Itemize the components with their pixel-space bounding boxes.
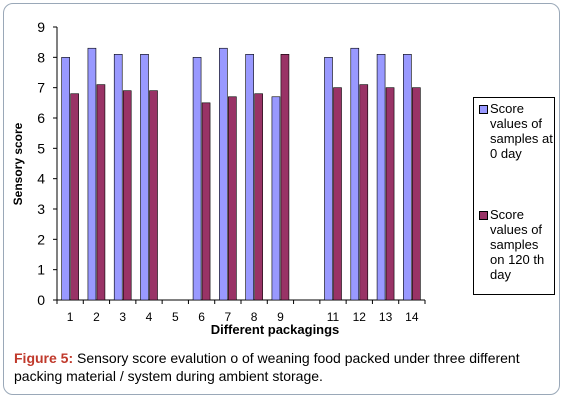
bar-series-1 [403, 53, 412, 301]
bar-series-2 [201, 102, 211, 301]
x-axis: 1 2 3 4 5 6 7 8 9 11 12 13 14 [56, 299, 426, 324]
legend-swatch-series-1 [479, 105, 488, 114]
x-tick-label: 14 [405, 310, 419, 324]
legend: Score values of samples at 0 day Score v… [473, 97, 555, 295]
x-tick-label: 1 [67, 310, 74, 324]
x-tick-label: 6 [198, 310, 205, 324]
x-tick-label: 7 [225, 310, 232, 324]
x-tick-label: 13 [379, 310, 393, 324]
bar-series-1 [192, 57, 202, 301]
x-tick-label: 3 [119, 310, 126, 324]
y-tick-label: 3 [37, 201, 45, 217]
figure-caption: Figure 5: Sensory score evalution o of w… [14, 349, 549, 385]
bar-series-2 [149, 90, 158, 301]
bar-series-2 [280, 53, 290, 301]
bar-series-1 [61, 57, 70, 301]
y-tick-label: 8 [37, 49, 45, 65]
bar-series-2 [254, 93, 263, 301]
x-tick-label: 2 [93, 310, 100, 324]
bar-series-1 [350, 47, 360, 301]
bar-series-1 [87, 47, 97, 301]
bar-series-2 [96, 84, 106, 301]
bar-series-1 [324, 57, 333, 301]
caption-label: Figure 5: [14, 350, 74, 366]
legend-label-series-1: Score values of samples at 0 day [490, 101, 553, 161]
y-tick-label: 0 [37, 292, 45, 308]
y-tick-label: 5 [37, 140, 45, 156]
bar-series-1 [376, 53, 386, 301]
bar-series-1 [271, 96, 281, 301]
y-axis: 0 1 2 3 4 5 6 7 8 9 [37, 19, 58, 308]
bar-series-2 [122, 90, 132, 301]
x-axis-title: Different packagings [211, 322, 340, 337]
bar-series-2 [333, 87, 342, 301]
bar-series-1 [245, 53, 254, 301]
bar-series-2 [70, 93, 79, 301]
bar-series-2 [228, 96, 237, 301]
x-tick-label: 11 [327, 310, 340, 324]
caption-text: Sensory score evalution o of weaning foo… [14, 350, 520, 384]
x-tick-label: 8 [251, 310, 258, 324]
legend-swatch-series-2 [479, 211, 488, 220]
y-tick-label: 4 [37, 171, 45, 187]
y-tick-label: 2 [37, 231, 45, 247]
y-tick-label: 7 [37, 80, 45, 96]
x-tick-label: 9 [277, 310, 284, 324]
bar-series-1 [140, 53, 149, 301]
bar-series-1 [113, 53, 123, 301]
bar-series-2 [412, 87, 421, 301]
bars [61, 47, 421, 301]
x-tick-label: 4 [146, 310, 153, 324]
legend-label-series-2: Score values of samples on 120 th day [490, 207, 545, 282]
y-tick-label: 6 [37, 110, 45, 126]
x-tick-label: 12 [353, 310, 367, 324]
bar-series-2 [359, 84, 369, 301]
y-axis-title: Sensory score [11, 122, 25, 205]
y-tick-label: 9 [37, 19, 45, 35]
bar-series-2 [385, 87, 395, 301]
x-tick-label: 5 [172, 310, 179, 324]
y-tick-label: 1 [37, 262, 45, 278]
bar-series-1 [219, 47, 228, 301]
